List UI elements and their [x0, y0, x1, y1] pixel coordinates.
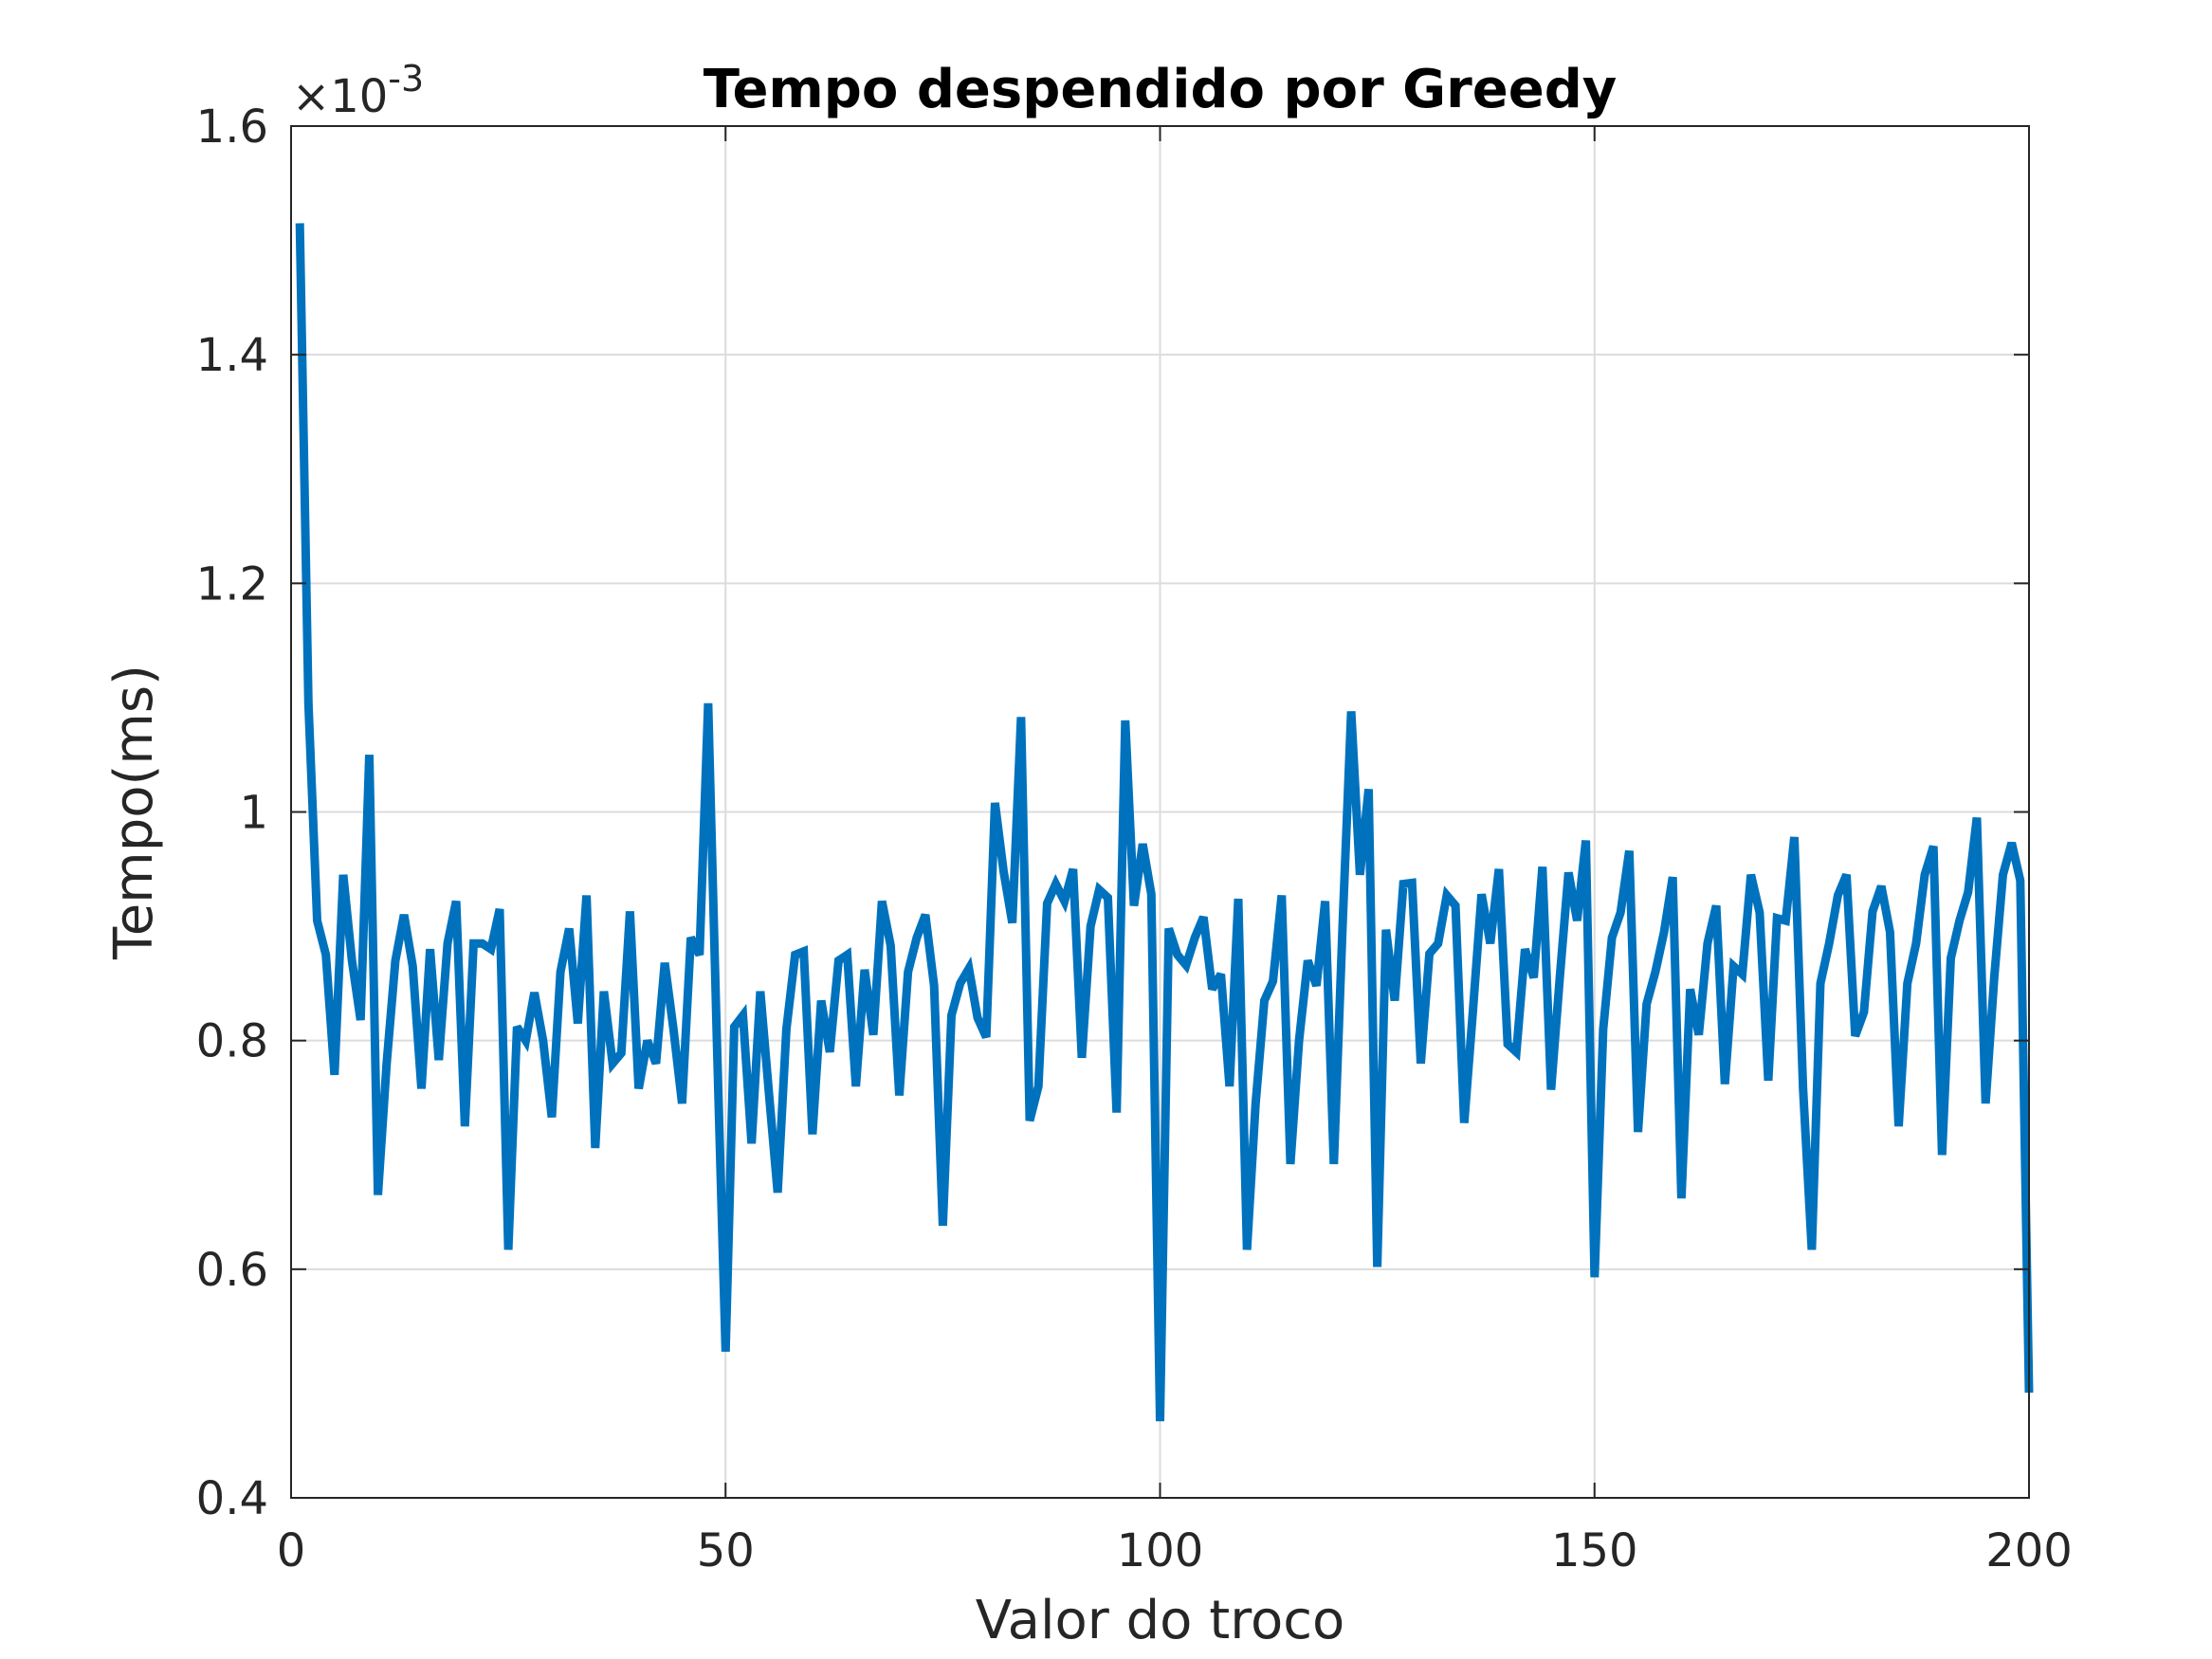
- y-exponent-base: ×10: [292, 70, 388, 123]
- y-exponent-power: -3: [388, 58, 424, 100]
- x-tick-label: 200: [1985, 1524, 2073, 1577]
- y-tick-label: 0.6: [196, 1244, 268, 1297]
- series-line-0: [295, 223, 2034, 1422]
- y-exponent-label: ×10-3: [292, 58, 424, 123]
- y-tick-label: 1: [239, 787, 268, 840]
- y-tick-labels: 0.4 0.6 0.8 1 1.2 1.4 1.6: [196, 100, 268, 1525]
- chart-title: Tempo despendido por Greedy: [704, 59, 1618, 120]
- tick-marks: [290, 125, 2030, 1499]
- x-tick-label: 0: [277, 1524, 306, 1577]
- x-tick-label: 100: [1117, 1524, 1204, 1577]
- y-tick-label: 1.2: [196, 557, 268, 611]
- x-tick-label: 150: [1551, 1524, 1638, 1577]
- y-tick-label: 0.8: [196, 1015, 268, 1068]
- x-tick-labels: 0 50 100 150 200: [277, 1524, 2073, 1577]
- y-tick-label: 1.4: [196, 329, 268, 382]
- x-axis-label: Valor do troco: [976, 1590, 1345, 1651]
- y-tick-label: 0.4: [196, 1472, 268, 1525]
- series-layer: [295, 223, 2034, 1422]
- x-tick-label: 50: [697, 1524, 755, 1577]
- y-tick-label: 1.6: [196, 100, 268, 154]
- y-axis-label: Tempo(ms): [103, 665, 165, 960]
